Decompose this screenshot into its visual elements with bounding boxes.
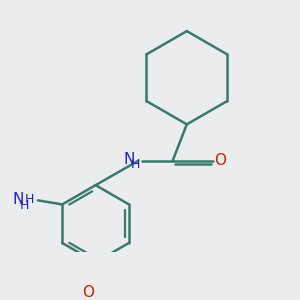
Text: H: H [20,199,29,212]
Text: O: O [82,285,94,300]
Text: H: H [131,158,140,171]
Text: N: N [13,192,24,207]
Text: H: H [24,193,34,206]
Text: N: N [124,152,135,167]
Text: O: O [214,153,226,168]
